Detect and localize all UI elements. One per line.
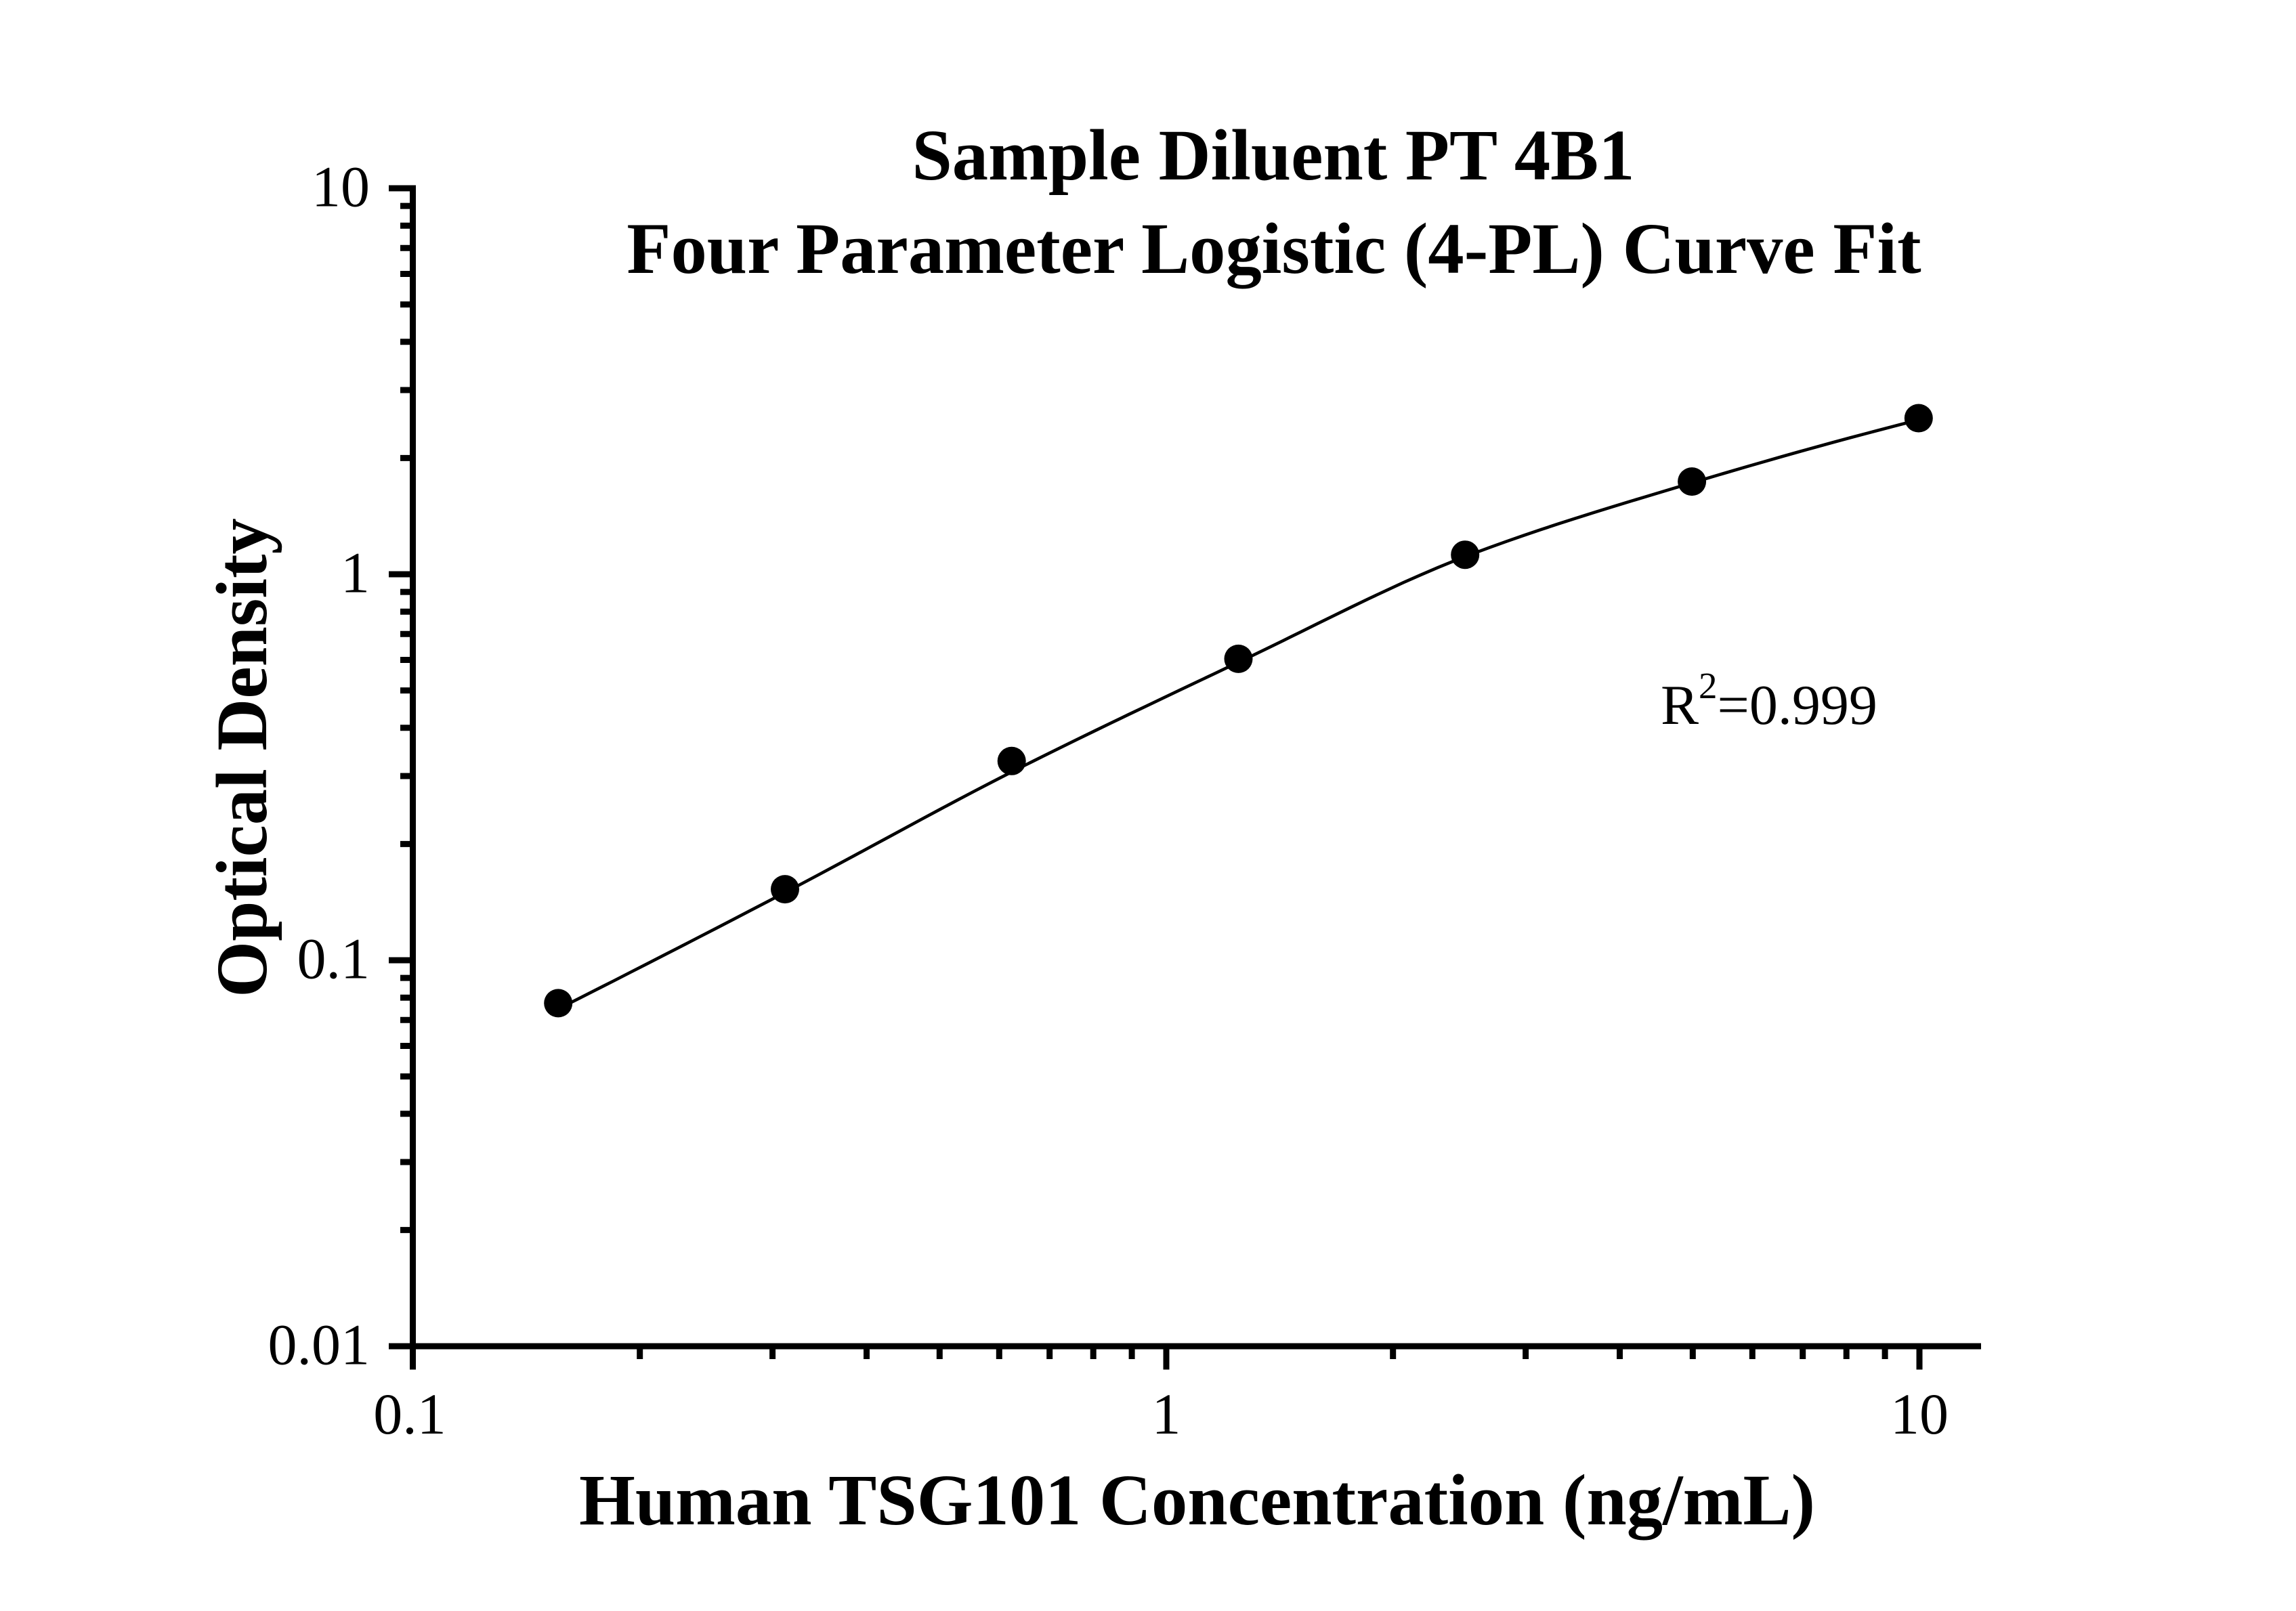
- svg-text:0.01: 0.01: [268, 1312, 370, 1377]
- svg-text:=0.999: =0.999: [1718, 674, 1877, 737]
- svg-text:0.1: 0.1: [297, 926, 370, 991]
- svg-text:1: 1: [1152, 1381, 1181, 1446]
- svg-text:Human TSG101 Concentration (ng: Human TSG101 Concentration (ng/mL): [579, 1461, 1815, 1541]
- svg-text:2: 2: [1699, 665, 1718, 706]
- svg-text:10: 10: [1890, 1381, 1949, 1446]
- svg-text:Sample Diluent PT 4B1: Sample Diluent PT 4B1: [912, 116, 1634, 196]
- svg-text:10: 10: [312, 154, 370, 219]
- svg-text:1: 1: [341, 540, 370, 605]
- svg-text:Optical Density: Optical Density: [203, 518, 282, 997]
- svg-text:R: R: [1661, 674, 1699, 737]
- svg-text:Four Parameter Logistic (4-PL): Four Parameter Logistic (4-PL) Curve Fit: [626, 209, 1921, 289]
- svg-text:0.1: 0.1: [373, 1381, 446, 1446]
